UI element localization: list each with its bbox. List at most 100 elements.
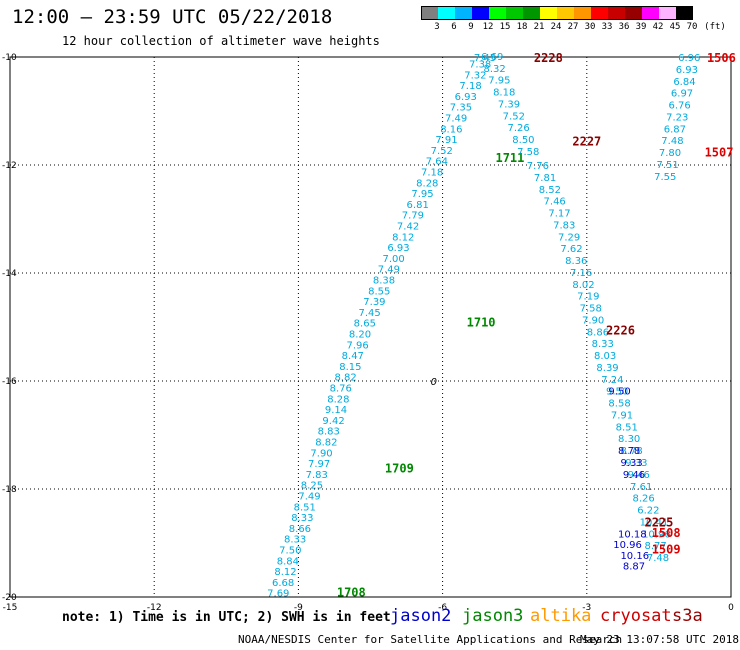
colorbar-tick-label: 15 — [499, 22, 511, 32]
pass-label-jason3: 1711 — [495, 151, 524, 165]
data-label-jason3: 7.00 — [383, 254, 405, 265]
pass-label-s3a: 2227 — [572, 135, 601, 149]
colorbar-tick-label: 27 — [567, 22, 579, 32]
data-label-cryosat: 6.93 — [676, 65, 698, 76]
data-label-s3a: 10.41 — [640, 517, 669, 528]
data-label-s3a: 7.48 — [647, 553, 669, 564]
colorbar-swatch — [438, 6, 455, 20]
colorbar-swatch — [574, 6, 591, 20]
data-label-jason3: 7.91 — [435, 135, 457, 146]
colorbar-tick-label: 3 — [434, 22, 440, 32]
data-label-jason3: 8.28 — [416, 178, 438, 189]
data-label-s3a: 8.18 — [493, 88, 515, 99]
data-label-jason2: 9.33 — [620, 458, 642, 469]
data-label-s3a: 7.24 — [601, 375, 623, 386]
colorbar-swatch — [489, 6, 506, 20]
colorbar-tick-label: 36 — [618, 22, 630, 32]
data-label-s3a: 10.96 — [642, 529, 671, 540]
x-tick-label: -15 — [3, 603, 18, 613]
colorbar-tick-label: 12 — [482, 22, 494, 32]
pass-label-cryosat: 1509 — [652, 542, 681, 556]
y-tick-label: -14 — [2, 269, 17, 279]
x-tick-label: -12 — [147, 603, 162, 613]
data-label-s3a: 8.78 — [620, 446, 642, 457]
legend-jason3: jason3 — [462, 606, 524, 626]
x-tick-label: -6 — [438, 603, 447, 613]
data-label-s3a: 8.77 — [644, 541, 666, 552]
pass-label-jason3: 1709 — [385, 461, 414, 475]
data-label-s3a: 8.03 — [594, 351, 616, 362]
data-label-s3a: 7.95 — [488, 76, 510, 87]
data-label-s3a: 6.69 — [481, 52, 503, 63]
data-label-s3a: 9.50 — [606, 387, 628, 398]
colorbar-swatch — [455, 6, 472, 20]
data-label-cryosat: 6.87 — [664, 124, 686, 135]
data-label-jason3: 7.35 — [450, 103, 472, 114]
data-label-jason3: 8.15 — [339, 362, 361, 373]
y-tick-label: -12 — [2, 161, 17, 171]
data-label-jason3: 7.39 — [363, 297, 385, 308]
data-label-s3a: 7.16 — [570, 268, 592, 279]
data-label-cryosat: 7.48 — [661, 136, 683, 147]
data-label-s3a: 7.81 — [534, 173, 556, 184]
data-label-jason3: 7.64 — [426, 157, 448, 168]
data-label-jason3: 7.49 — [378, 265, 400, 276]
data-label-s3a: 7.90 — [582, 315, 604, 326]
data-label-s3a: 7.52 — [503, 111, 525, 122]
colorbar-tick-label: 39 — [635, 22, 647, 32]
colorbar-swatch — [625, 6, 642, 20]
data-label-s3a: 8.86 — [587, 327, 609, 338]
legend-cryosat: cryosat — [600, 606, 672, 626]
data-label-cryosat: 6.97 — [671, 89, 693, 100]
colorbar-tick-label: 18 — [516, 22, 528, 32]
data-label-s3a: 7.76 — [527, 161, 549, 172]
data-label-jason3: 8.76 — [330, 383, 352, 394]
colorbar-swatch — [523, 6, 540, 20]
y-tick-label: -16 — [2, 377, 17, 387]
colorbar-tick-label: 70 — [686, 22, 698, 32]
data-label-jason3: 7.90 — [310, 448, 332, 459]
data-label-jason3: 8.16 — [440, 124, 462, 135]
data-label-cryosat: 7.80 — [659, 148, 681, 159]
data-label-jason3: 8.28 — [327, 394, 349, 405]
pass-label-s3a: 2228 — [534, 51, 563, 65]
pass-label-jason3: 1708 — [337, 586, 366, 600]
data-label-jason3: 7.38 — [469, 59, 491, 70]
data-label-jason2: 9.50 — [608, 387, 630, 398]
colorbar-tick-label: 30 — [584, 22, 596, 32]
pass-label-cryosat: 1506 — [707, 51, 736, 65]
data-label-s3a: 7.83 — [553, 220, 575, 231]
y-tick-label: -18 — [2, 485, 17, 495]
data-label-cryosat: 7.23 — [666, 112, 688, 123]
legend-jason2: jason2 — [390, 606, 452, 626]
colorbar-swatch — [642, 6, 659, 20]
data-label-jason3: 7.97 — [308, 459, 330, 470]
data-label-jason2: 10.18 — [618, 529, 647, 540]
plot-frame — [9, 56, 732, 598]
colorbar-swatch — [591, 6, 608, 20]
data-label-jason3: 8.51 — [294, 502, 316, 513]
footer-note: note: 1) Time is in UTC; 2) SWH is in fe… — [62, 610, 391, 625]
pass-label-s3a: 2225 — [644, 515, 673, 529]
data-label-jason3: 8.20 — [349, 329, 371, 340]
data-label-s3a: 8.30 — [618, 434, 640, 445]
data-label-jason3: 7.50 — [279, 545, 301, 556]
data-label-s3a: 8.26 — [632, 494, 654, 505]
data-label-s3a: 7.62 — [560, 244, 582, 255]
data-label-jason3: 9.42 — [322, 416, 344, 427]
data-label-jason2: 8.78 — [618, 446, 640, 457]
data-label-s3a: 8.32 — [483, 64, 505, 75]
colorbar-tick-label: 21 — [533, 22, 545, 32]
data-label-jason3: 7.69 — [267, 589, 289, 600]
x-tick-label: -3 — [582, 603, 591, 613]
data-label-jason3: 7.95 — [411, 189, 433, 200]
data-label-cryosat: 6.76 — [669, 101, 691, 112]
data-label-s3a: 8.39 — [596, 363, 618, 374]
data-label-jason3: 8.33 — [291, 513, 313, 524]
data-label-jason3: 7.96 — [346, 340, 368, 351]
data-label-jason3: 8.84 — [277, 556, 299, 567]
colorbar-swatch — [421, 6, 438, 20]
data-label-jason3: 6.93 — [455, 92, 477, 103]
contour-label: 0 — [431, 377, 437, 388]
